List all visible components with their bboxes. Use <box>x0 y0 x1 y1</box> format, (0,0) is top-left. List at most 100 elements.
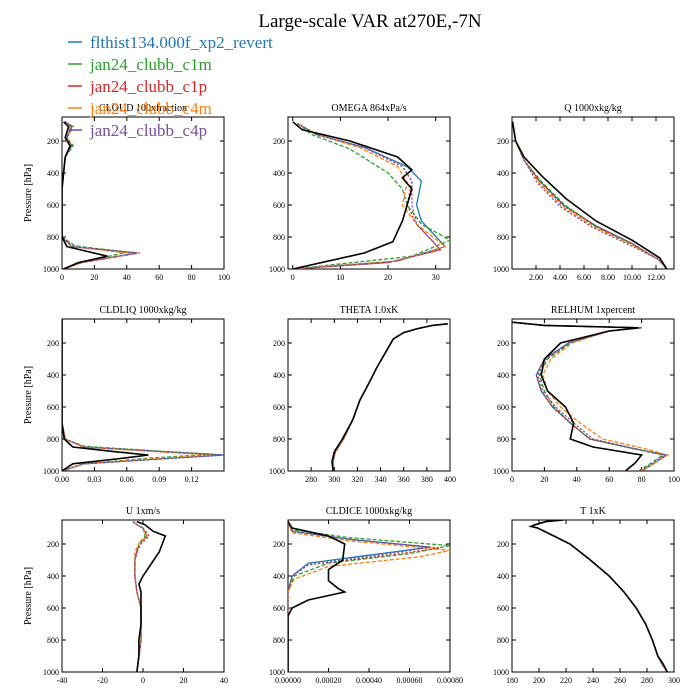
series-line-3 <box>288 521 440 672</box>
x-tick-label: 280 <box>305 475 317 484</box>
y-tick-label: 600 <box>273 604 285 613</box>
plot-frame <box>287 318 451 472</box>
series-group <box>292 121 450 269</box>
plot-frame <box>511 519 675 673</box>
y-tick-label: 1000 <box>43 265 59 274</box>
y-tick-label: 200 <box>497 137 509 146</box>
x-tick-label: 8.00 <box>601 273 615 282</box>
x-tick-label: 0.00000 <box>275 676 301 685</box>
y-tick-label: 1000 <box>43 668 59 677</box>
x-tick-label: 0.00040 <box>356 676 382 685</box>
panel-title: RELHUM 1xpercent <box>551 305 635 316</box>
x-tick-label: 20 <box>384 273 392 282</box>
x-tick-label: 0.00080 <box>437 676 463 685</box>
y-tick-label: 200 <box>497 540 509 549</box>
series-group <box>512 121 668 269</box>
panel-5: THETA 1.0xK 200 400 600 800 1000 280 300 320 340 3… <box>269 305 456 484</box>
x-tick-label: 30 <box>432 273 440 282</box>
y-tick-label: 400 <box>273 169 285 178</box>
series-line-1 <box>512 321 668 471</box>
panel-title: U 1xm/s <box>126 506 160 517</box>
y-tick-label: 600 <box>273 403 285 412</box>
panel-2: OMEGA 864xPa/s 200 400 600 800 1000 0 10 20 30 <box>269 103 451 282</box>
x-tick-label: 6.00 <box>577 273 591 282</box>
y-tick-label: 800 <box>273 636 285 645</box>
y-tick-label: 400 <box>47 169 59 178</box>
x-tick-label: 220 <box>560 676 572 685</box>
series-line-1 <box>528 520 668 672</box>
y-tick-label: 1000 <box>269 668 285 677</box>
x-tick-label: 60 <box>155 273 163 282</box>
x-tick-label: 100 <box>218 273 230 282</box>
y-tick-label: 200 <box>47 339 59 348</box>
series-line-5 <box>292 122 442 269</box>
y-tick-label: 800 <box>273 233 285 242</box>
y-axis-label: Pressure [hPa] <box>23 567 34 625</box>
x-tick-label: 180 <box>506 676 518 685</box>
panel-title: CLDLIQ 1000xkg/kg <box>100 305 187 316</box>
control-line <box>62 319 149 471</box>
series-line-5 <box>62 121 137 269</box>
y-tick-label: 200 <box>47 540 59 549</box>
series-line-5 <box>512 121 668 269</box>
series-line-4 <box>332 323 448 471</box>
y-tick-label: 400 <box>497 572 509 581</box>
y-tick-label: 400 <box>47 371 59 380</box>
series-line-1 <box>288 521 430 672</box>
figure-title: Large-scale VAR at270E,-7N <box>258 11 481 32</box>
control-line <box>512 121 668 269</box>
legend-entry: jan24_clubb_c4m <box>89 99 212 118</box>
series-line-4 <box>512 321 670 471</box>
series-group <box>512 321 670 471</box>
plot-frame <box>287 519 451 673</box>
y-tick-label: 400 <box>497 169 509 178</box>
x-tick-label: 0 <box>141 676 145 685</box>
y-tick-label: 1000 <box>493 265 509 274</box>
x-tick-label: 0 <box>291 273 295 282</box>
x-tick-label: 2.00 <box>529 273 543 282</box>
x-tick-label: 10.00 <box>623 273 641 282</box>
series-group <box>62 121 140 269</box>
series-line-2 <box>62 121 127 269</box>
y-tick-label: 800 <box>47 435 59 444</box>
x-tick-label: 300 <box>668 676 680 685</box>
series-line-5 <box>512 321 666 471</box>
x-tick-label: 12.00 <box>647 273 665 282</box>
series-line-2 <box>512 321 665 471</box>
x-tick-label: 20 <box>90 273 98 282</box>
series-line-4 <box>528 520 668 672</box>
x-tick-label: 0.06 <box>120 475 134 484</box>
legend-entry: jan24_clubb_c1p <box>89 77 207 96</box>
x-tick-label: 0.12 <box>185 475 199 484</box>
x-tick-label: 0.00020 <box>316 676 342 685</box>
series-line-1 <box>332 323 448 471</box>
panel-4: CLDLIQ 1000xkg/kg Pressure [hPa] 200 400 600… <box>23 305 225 484</box>
series-line-2 <box>528 520 668 672</box>
plot-frame <box>511 116 675 270</box>
y-tick-label: 600 <box>47 201 59 210</box>
panel-title: CLDICE 1000xkg/kg <box>326 506 412 517</box>
legend-entry: jan24_clubb_c1m <box>89 55 212 74</box>
x-tick-label: 4.00 <box>553 273 567 282</box>
x-tick-label: 240 <box>587 676 599 685</box>
series-line-5 <box>132 521 150 672</box>
y-tick-label: 600 <box>47 403 59 412</box>
x-tick-label: 100 <box>668 475 680 484</box>
legend-entry: jan24_clubb_c4p <box>89 121 207 140</box>
series-line-5 <box>288 521 430 672</box>
series-line-3 <box>332 323 448 471</box>
y-tick-label: 1000 <box>493 467 509 476</box>
series-line-2 <box>292 122 450 269</box>
series-line-5 <box>528 520 668 672</box>
y-tick-label: 800 <box>47 233 59 242</box>
x-tick-label: 40 <box>573 475 581 484</box>
control-line <box>512 321 644 471</box>
y-tick-label: 800 <box>497 233 509 242</box>
control-line <box>62 121 108 269</box>
y-tick-label: 200 <box>497 339 509 348</box>
